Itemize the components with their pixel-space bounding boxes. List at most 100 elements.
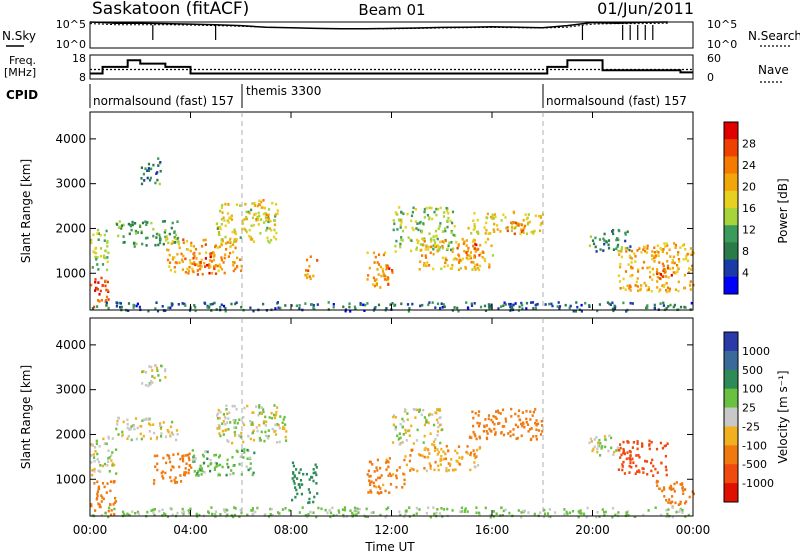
velocity-cell (398, 466, 401, 469)
power-cell (446, 264, 449, 267)
power-cell (510, 221, 513, 225)
velocity-cell (588, 441, 591, 445)
power-cell (630, 249, 634, 253)
power-cell (145, 244, 148, 247)
velocity-cell (231, 441, 234, 445)
velocity-cell (242, 456, 245, 459)
velocity-cell (148, 430, 151, 433)
velocity-cell (152, 511, 155, 515)
power-cell (619, 287, 622, 290)
power-cell (649, 275, 652, 279)
power-cell (655, 270, 659, 274)
power-cell (421, 303, 424, 307)
power-cell (363, 309, 366, 312)
power-cell (379, 286, 382, 289)
power-cell (596, 309, 599, 313)
velocity-cell (554, 511, 557, 514)
velocity-cell (478, 447, 481, 450)
velocity-cell (428, 452, 431, 455)
velocity-cell (275, 410, 278, 414)
velocity-cell (436, 508, 439, 511)
velocity-cell (103, 462, 107, 466)
velocity-cell (669, 484, 672, 488)
power-cell (510, 226, 514, 229)
power-cell (92, 250, 95, 253)
velocity-colorbar-swatch (724, 483, 738, 503)
power-cell (194, 309, 197, 313)
velocity-cell (269, 507, 272, 511)
power-cell (90, 238, 93, 242)
power-cell (432, 247, 435, 251)
velocity-cell (664, 444, 667, 447)
velocity-cell (427, 421, 430, 425)
velocity-cell (113, 512, 116, 516)
velocity-cell (245, 465, 248, 468)
power-cell (449, 267, 452, 270)
power-cell (488, 307, 491, 311)
velocity-cell (169, 506, 172, 510)
velocity-cell (464, 507, 467, 510)
power-cell (101, 263, 105, 266)
power-cell (440, 302, 443, 305)
velocity-cell (458, 463, 462, 466)
power-cell (265, 213, 268, 217)
velocity-cell (199, 468, 202, 472)
power-cell (97, 299, 100, 302)
velocity-cell (141, 370, 144, 374)
power-cell (131, 220, 134, 224)
velocity-cell (473, 432, 476, 436)
velocity-cell (504, 417, 507, 421)
power-cell (430, 237, 433, 241)
power-cell (470, 302, 473, 306)
power-cell (564, 303, 567, 307)
velocity-cell (281, 508, 284, 511)
velocity-cell (603, 435, 607, 438)
power-cell (230, 302, 233, 306)
power-cell (588, 304, 591, 307)
velocity-cell (276, 423, 279, 426)
velocity-cell (109, 480, 113, 483)
velocity-cell (153, 376, 156, 380)
velocity-cell (460, 510, 463, 513)
velocity-cell (431, 413, 434, 416)
velocity-cell (677, 503, 680, 506)
power-cell (592, 242, 596, 246)
power-cell (170, 226, 173, 230)
velocity-cell (475, 455, 478, 458)
power-cell (134, 229, 137, 233)
velocity-cell (312, 511, 315, 514)
power-colorbar-tick: 8 (742, 245, 749, 258)
velocity-cell (233, 430, 236, 434)
power-cell (408, 307, 411, 310)
velocity-cell (156, 369, 159, 372)
power-cell (213, 301, 216, 305)
velocity-ytick-label: 3000 (55, 383, 86, 397)
power-cell (305, 258, 309, 262)
velocity-cell (161, 508, 164, 512)
velocity-cell (627, 441, 630, 444)
power-cell (226, 212, 230, 215)
power-cell (451, 210, 455, 214)
velocity-cell (418, 508, 421, 511)
velocity-cell (535, 419, 538, 422)
power-cell (143, 179, 146, 182)
power-cell (176, 236, 180, 240)
power-cell (210, 260, 213, 263)
velocity-cell (622, 451, 625, 455)
velocity-cell (168, 457, 171, 460)
power-cell (637, 289, 640, 293)
velocity-cell (258, 406, 261, 409)
velocity-cell (394, 425, 397, 429)
velocity-cell (251, 473, 254, 477)
power-cell (204, 238, 207, 242)
power-cell (185, 240, 189, 243)
power-cell (229, 241, 232, 244)
power-cell (401, 239, 404, 242)
power-cell (658, 261, 661, 264)
velocity-cell (106, 482, 109, 485)
velocity-cell (282, 418, 285, 421)
velocity-cell (635, 454, 638, 457)
power-cell (105, 288, 108, 292)
cpid-panel: CPID normalsound (fast) 157 themis 3300 … (6, 84, 687, 108)
velocity-cell (103, 442, 106, 445)
